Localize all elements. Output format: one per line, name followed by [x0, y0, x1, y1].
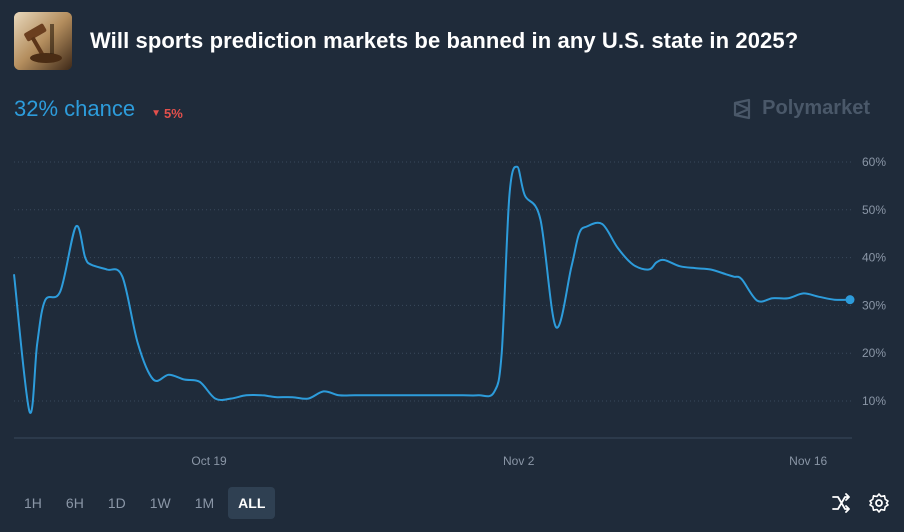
brand-name: Polymarket	[762, 97, 870, 119]
x-tick-label: Oct 19	[191, 454, 227, 468]
brand-logo: Polymarket	[732, 97, 870, 120]
market-thumbnail	[14, 12, 72, 70]
gavel-icon	[14, 12, 72, 70]
chance-value: 32% chance	[14, 96, 136, 121]
y-tick-label: 30%	[862, 298, 886, 312]
market-title: Will sports prediction markets be banned…	[90, 28, 799, 53]
market-header: Will sports prediction markets be banned…	[14, 12, 798, 70]
chart-tools	[814, 492, 890, 514]
y-tick-label: 50%	[862, 203, 886, 217]
change-value: 5%	[164, 106, 183, 121]
range-1h[interactable]: 1H	[24, 495, 42, 511]
current-value-dot	[845, 295, 855, 305]
range-1w[interactable]: 1W	[149, 495, 171, 511]
price-chart: 10% 20% 30% 40% 50% 60% Oct 19 Nov 2 Nov 16	[13, 155, 886, 468]
y-tick-label: 10%	[862, 394, 886, 408]
down-triangle-icon: ▼	[151, 108, 161, 119]
range-6h[interactable]: 6H	[65, 495, 84, 511]
shuffle-icon[interactable]	[830, 492, 852, 514]
y-tick-label: 40%	[862, 251, 886, 265]
time-range-selector: 1H 6H 1D 1W 1M ALL	[14, 487, 279, 519]
range-1d[interactable]: 1D	[107, 495, 126, 511]
series-line	[13, 165, 851, 414]
y-tick-label: 20%	[862, 346, 886, 360]
y-tick-label: 60%	[862, 155, 886, 169]
x-tick-label: Nov 16	[789, 454, 827, 468]
polymarket-logo-icon	[734, 98, 751, 119]
gear-icon[interactable]	[868, 492, 890, 514]
range-all[interactable]: ALL	[228, 487, 276, 519]
chance-row: 32% chance ▼ 5%	[14, 96, 183, 122]
range-1m[interactable]: 1M	[194, 495, 215, 511]
change-badge: ▼ 5%	[151, 106, 183, 121]
x-tick-label: Nov 2	[503, 454, 535, 468]
